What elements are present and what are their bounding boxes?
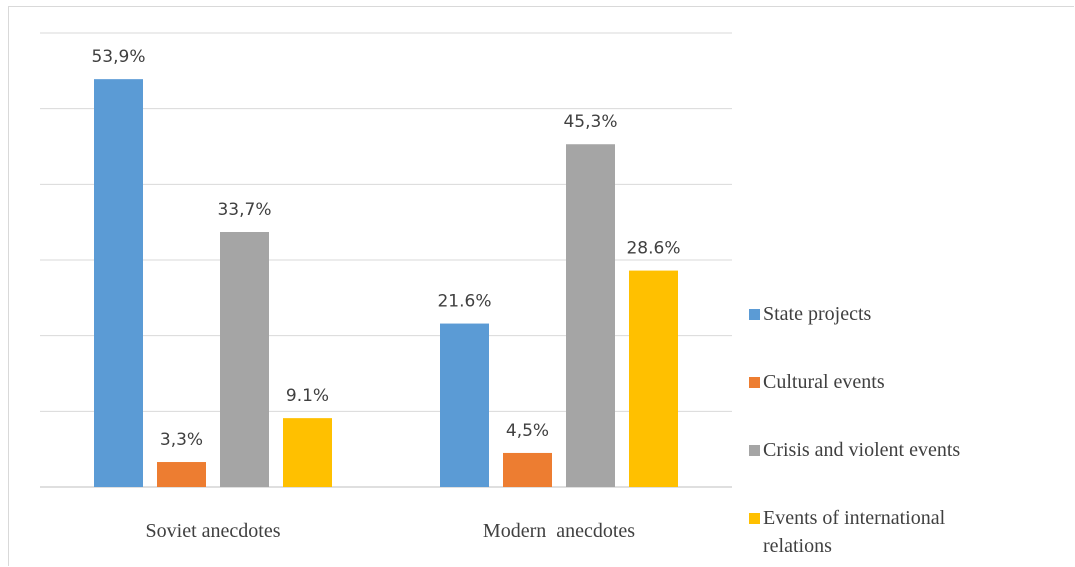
legend-label: relations bbox=[763, 535, 832, 557]
legend-swatch bbox=[749, 377, 760, 388]
bar bbox=[94, 79, 143, 487]
chart-frame bbox=[8, 6, 1074, 566]
data-label: 53,9% bbox=[91, 47, 145, 67]
bar bbox=[440, 323, 489, 487]
bars bbox=[94, 79, 678, 488]
data-label: 33,7% bbox=[217, 200, 271, 220]
category-axis: Soviet anecdotes Modern anecdotes bbox=[146, 520, 636, 542]
category-label: Modern anecdotes bbox=[483, 520, 635, 542]
legend-swatch bbox=[749, 445, 760, 456]
bar bbox=[283, 418, 332, 487]
bar bbox=[220, 232, 269, 487]
data-labels: 53,9% 3,3% 33,7% 9.1% 21.6% 4,5% 45,3% 28.6% bbox=[91, 47, 680, 450]
data-label: 28.6% bbox=[626, 239, 680, 259]
legend-label: State projects bbox=[763, 303, 872, 325]
category-label: Soviet anecdotes bbox=[146, 520, 281, 542]
legend-swatch bbox=[749, 309, 760, 320]
data-label: 21.6% bbox=[437, 292, 491, 312]
bar bbox=[157, 462, 206, 487]
bar bbox=[629, 270, 678, 487]
bar bbox=[503, 452, 552, 487]
data-label: 3,3% bbox=[160, 430, 203, 450]
legend-label: Crisis and violent events bbox=[763, 439, 960, 461]
gridlines bbox=[40, 32, 732, 488]
data-label: 4,5% bbox=[506, 421, 549, 441]
data-label: 45,3% bbox=[563, 112, 617, 132]
legend-label: Cultural events bbox=[763, 371, 885, 393]
bar bbox=[566, 144, 615, 488]
data-label: 9.1% bbox=[286, 386, 329, 406]
legend-swatch bbox=[749, 513, 760, 524]
legend-label: Events of international bbox=[763, 507, 946, 529]
legend: State projects Cultural events Crisis and … bbox=[749, 303, 960, 557]
